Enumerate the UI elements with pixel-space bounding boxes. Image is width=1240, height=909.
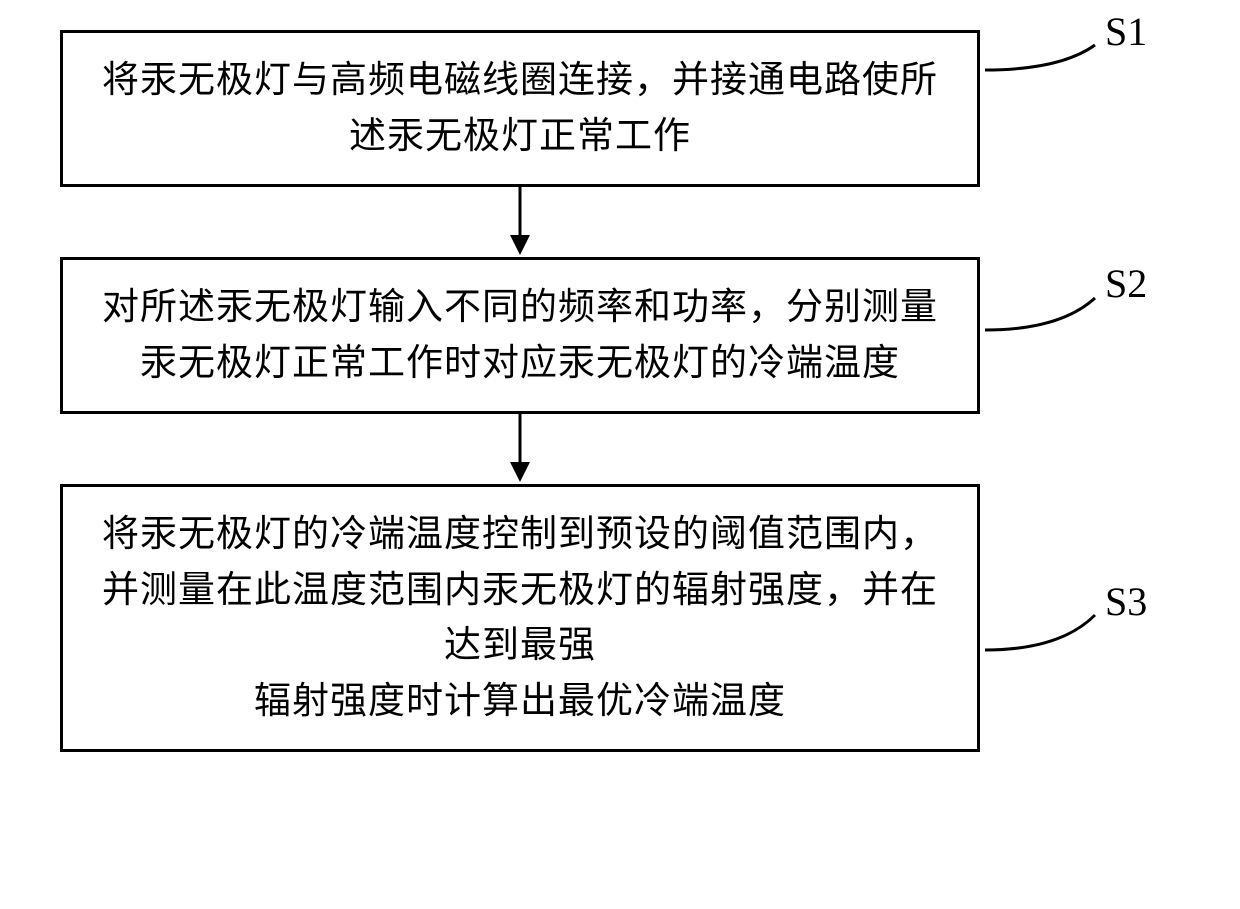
label-s1: S1 [1105, 8, 1147, 55]
arrow-s1-s2 [60, 187, 980, 257]
arrow-s2-s3 [60, 414, 980, 484]
step-text-s2: 对所述汞无极灯输入不同的频率和功率，分别测量汞无极灯正常工作时对应汞无极灯的冷端… [93, 280, 947, 391]
step-box-s3: 将汞无极灯的冷端温度控制到预设的阈值范围内，并测量在此温度范围内汞无极灯的辐射强… [60, 484, 980, 752]
step-text-s3: 将汞无极灯的冷端温度控制到预设的阈值范围内，并测量在此温度范围内汞无极灯的辐射强… [93, 507, 947, 729]
step-text-s1: 将汞无极灯与高频电磁线圈连接，并接通电路使所述汞无极灯正常工作 [93, 53, 947, 164]
label-s2: S2 [1105, 260, 1147, 307]
step-box-s2: 对所述汞无极灯输入不同的频率和功率，分别测量汞无极灯正常工作时对应汞无极灯的冷端… [60, 257, 980, 414]
step-box-s1: 将汞无极灯与高频电磁线圈连接，并接通电路使所述汞无极灯正常工作 [60, 30, 980, 187]
label-s3: S3 [1105, 578, 1147, 625]
flowchart-container: 将汞无极灯与高频电磁线圈连接，并接通电路使所述汞无极灯正常工作 对所述汞无极灯输… [60, 30, 1020, 752]
